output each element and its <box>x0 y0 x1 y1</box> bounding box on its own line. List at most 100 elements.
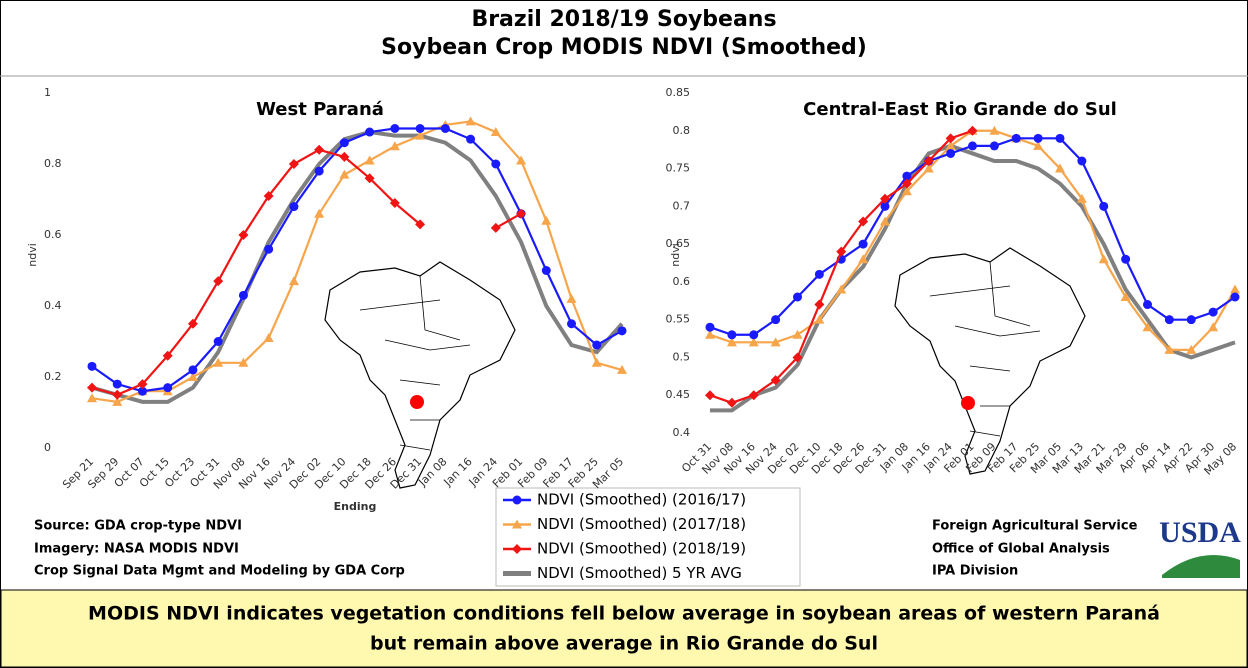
marker <box>1121 254 1131 264</box>
marker <box>163 383 173 393</box>
marker <box>339 169 350 179</box>
marker <box>112 396 123 406</box>
marker <box>466 134 476 144</box>
marker <box>705 390 715 401</box>
chart-title: West Paraná <box>256 99 384 120</box>
marker <box>339 138 349 148</box>
marker <box>880 201 890 211</box>
marker <box>516 155 527 165</box>
marker <box>490 222 501 233</box>
marker <box>465 116 476 126</box>
marker <box>238 230 249 240</box>
banner <box>0 589 1248 668</box>
series-line <box>91 148 421 396</box>
logo-swoosh <box>1162 555 1240 578</box>
series-line <box>91 127 623 393</box>
marker <box>836 284 847 294</box>
marker <box>112 379 122 389</box>
subtitle: Soybean Crop MODIS NDVI (Smoothed) <box>381 35 867 60</box>
marker <box>748 337 759 347</box>
marker <box>814 314 825 324</box>
legend-label: NDVI (Smoothed) (2017/18) <box>537 515 746 533</box>
banner-line: but remain above average in Rio Grande d… <box>370 633 878 655</box>
marker <box>902 171 912 181</box>
marker <box>1142 322 1153 332</box>
marker <box>567 319 577 329</box>
marker <box>1011 133 1021 143</box>
marker <box>1186 315 1196 325</box>
marker <box>288 159 299 169</box>
legend-box <box>495 487 801 587</box>
agency-line: Foreign Agricultural Service <box>932 519 1138 534</box>
banner-line: MODIS NDVI indicates vegetation conditio… <box>88 603 1160 625</box>
y-axis-label: ndvi <box>26 243 39 267</box>
marker <box>726 397 737 408</box>
marker <box>87 361 97 371</box>
marker <box>566 293 577 303</box>
marker <box>389 198 400 209</box>
marker <box>1186 344 1197 354</box>
marker <box>1230 292 1240 302</box>
marker <box>792 329 803 339</box>
source-line: Source: GDA crop-type NDVI <box>34 519 242 534</box>
marker <box>162 350 173 361</box>
marker <box>945 140 956 150</box>
marker <box>592 340 602 350</box>
y-tick-label: 0.5 <box>673 350 691 363</box>
marker <box>945 133 956 144</box>
title: Brazil 2018/19 Soybeans <box>471 7 776 32</box>
x-axis-label: Ending <box>334 500 377 513</box>
y-tick-label: 0.75 <box>666 162 691 175</box>
source-line: Imagery: NASA MODIS NDVI <box>34 542 239 557</box>
marker <box>770 375 781 386</box>
marker <box>187 372 198 381</box>
y-tick-label: 0.55 <box>666 313 691 326</box>
marker <box>989 141 999 151</box>
marker <box>339 151 350 162</box>
marker <box>858 239 868 249</box>
marker <box>705 329 715 339</box>
agency-line: Office of Global Analysis <box>932 542 1110 557</box>
marker <box>923 156 934 166</box>
y-tick-label: 0.45 <box>666 388 691 401</box>
marker <box>87 382 97 393</box>
marker <box>1120 292 1131 301</box>
marker <box>415 124 425 133</box>
marker <box>1033 133 1043 143</box>
marker <box>187 318 198 329</box>
marker <box>1164 315 1174 325</box>
marker <box>1208 322 1219 332</box>
marker <box>137 386 147 396</box>
marker <box>617 364 627 374</box>
marker <box>968 141 977 151</box>
y-tick-label: 0.7 <box>673 199 691 212</box>
y-tick-label: 0.4 <box>673 426 691 439</box>
marker <box>541 215 552 225</box>
marker <box>512 519 522 529</box>
legend-label: NDVI (Smoothed) (2016/17) <box>537 491 746 509</box>
marker <box>213 357 224 367</box>
marker <box>748 390 759 401</box>
marker <box>213 337 223 346</box>
marker <box>137 379 148 390</box>
marker <box>188 365 198 375</box>
y-tick-label: 0.2 <box>44 370 62 383</box>
marker <box>946 148 956 158</box>
y-axis-label: ndvi <box>669 243 682 267</box>
legend-label: NDVI (Smoothed) (2018/19) <box>537 540 746 558</box>
source-line: Crop Signal Data Mgmt and Modeling by GD… <box>34 564 405 579</box>
marker <box>213 276 224 287</box>
marker <box>923 163 934 173</box>
marker <box>112 389 123 400</box>
marker <box>989 125 1000 135</box>
series-line <box>91 130 624 404</box>
legend: NDVI (Smoothed) (2016/17) NDVI (Smoothed)… <box>503 491 746 582</box>
y-tick-label: 0.8 <box>673 124 691 137</box>
logo-text: USDA <box>1159 516 1241 549</box>
marker <box>389 141 400 151</box>
marker <box>793 292 802 302</box>
agency-line: IPA Division <box>932 564 1018 579</box>
marker <box>415 130 426 140</box>
y-tick-label: 0 <box>44 441 51 454</box>
